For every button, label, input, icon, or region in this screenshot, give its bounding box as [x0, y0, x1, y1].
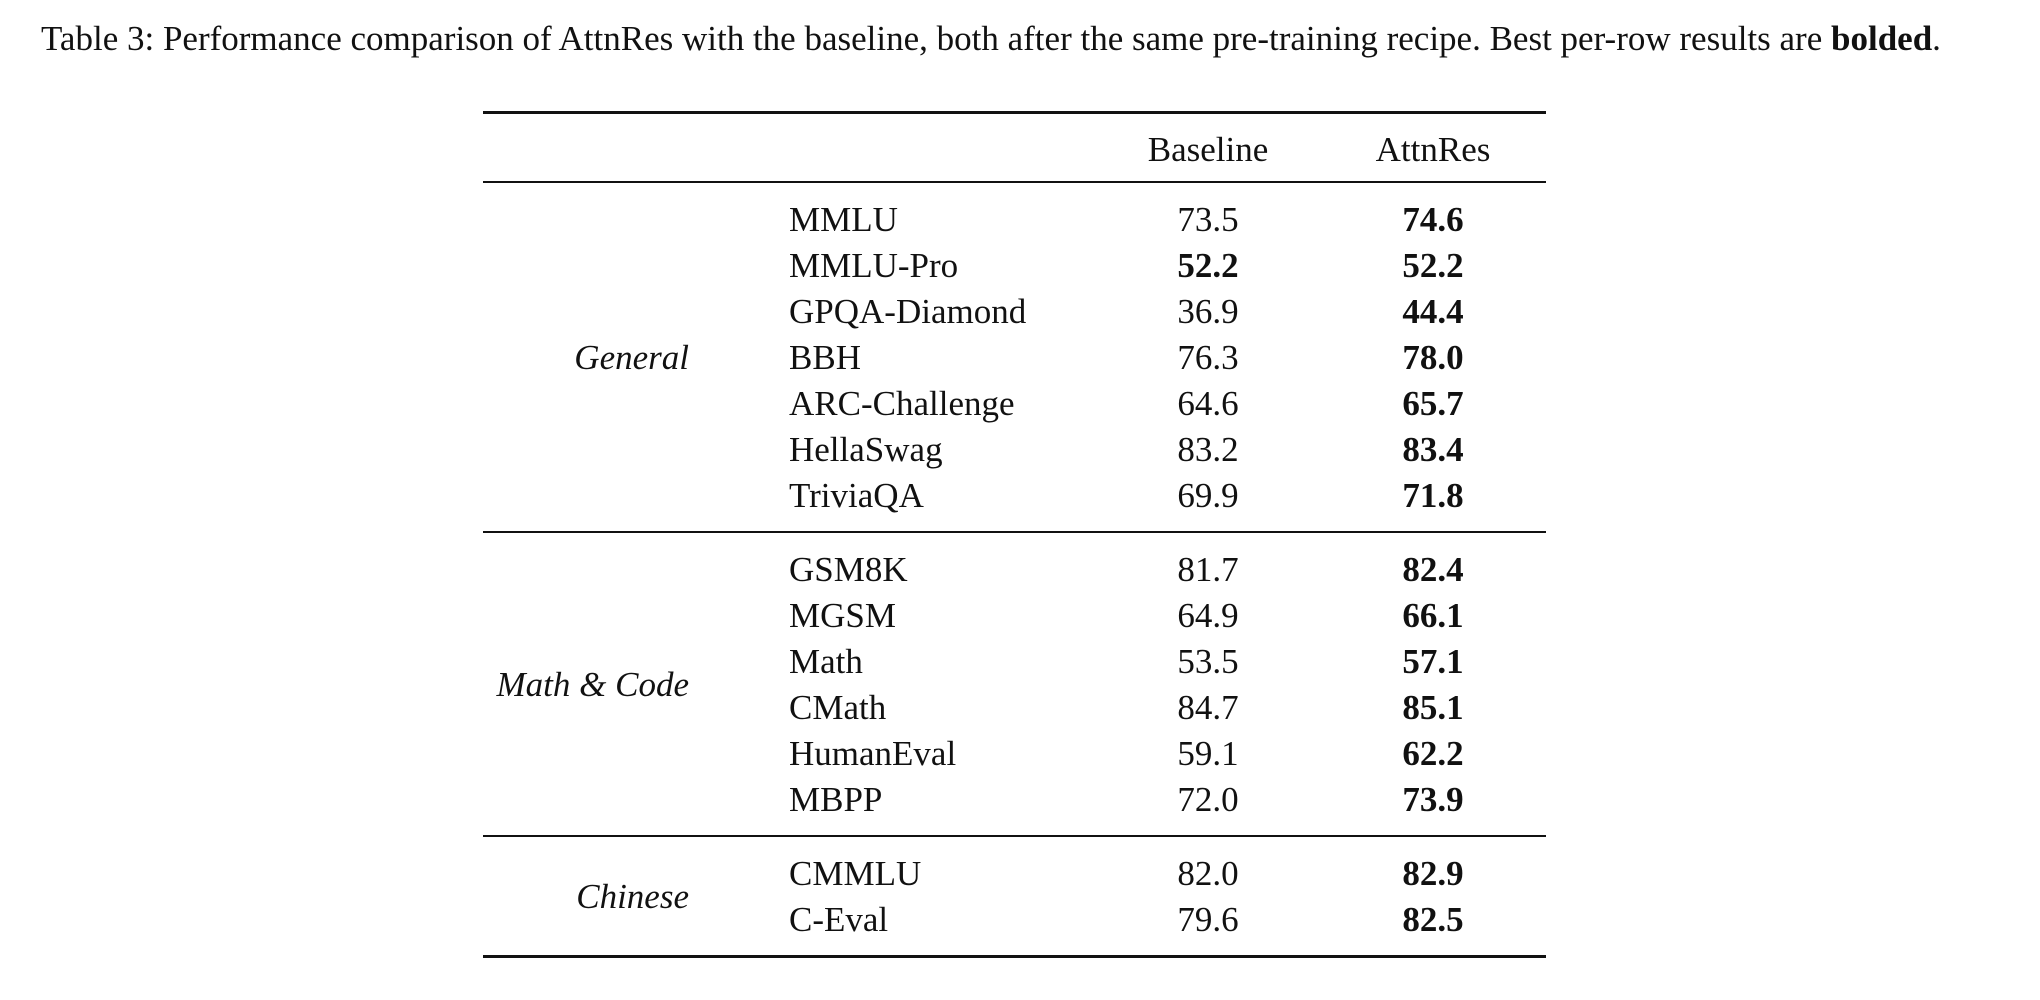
group-rows: MMLU 73.5 74.6 MMLU-Pro 52.2 52.2 GPQA-Diamond…	[483, 197, 1546, 519]
benchmark-name: CMMLU	[789, 854, 922, 893]
table-row: CMMLU 82.0 82.9	[483, 851, 1546, 897]
baseline-score: 83.2	[1177, 430, 1239, 469]
baseline-score: 64.6	[1177, 384, 1239, 423]
table-row: HumanEval 59.1 62.2	[483, 731, 1546, 777]
baseline-score: 36.9	[1177, 292, 1239, 331]
attnres-score: 73.9	[1402, 780, 1464, 819]
attnres-score: 82.9	[1402, 854, 1464, 893]
benchmark-name: MGSM	[789, 596, 896, 635]
header-rule	[483, 181, 1546, 183]
table-row: Math 53.5 57.1	[483, 639, 1546, 685]
attnres-score: 65.7	[1402, 384, 1464, 423]
baseline-score: 84.7	[1177, 688, 1239, 727]
attnres-score: 44.4	[1402, 292, 1464, 331]
group-label: General	[574, 338, 689, 377]
table-row: MMLU 73.5 74.6	[483, 197, 1546, 243]
attnres-score: 66.1	[1402, 596, 1464, 635]
table-row: TriviaQA 69.9 71.8	[483, 473, 1546, 519]
table-row: GPQA-Diamond 36.9 44.4	[483, 289, 1546, 335]
caption-text: Table 3: Performance comparison of AttnR…	[41, 19, 1831, 58]
group-1: GSM8K 81.7 82.4 MGSM 64.9 66.1 Math 53.5 57.1 CMa…	[483, 533, 1546, 835]
benchmark-name: GPQA-Diamond	[789, 292, 1027, 331]
table-row: HellaSwag 83.2 83.4	[483, 427, 1546, 473]
attnres-score: 83.4	[1402, 430, 1464, 469]
benchmark-name: TriviaQA	[789, 476, 924, 515]
caption-bold-word: bolded	[1831, 19, 1933, 58]
baseline-score: 76.3	[1177, 338, 1239, 377]
attnres-score: 74.6	[1402, 200, 1464, 239]
benchmark-name: MMLU	[789, 200, 898, 239]
attnres-score: 52.2	[1402, 246, 1464, 285]
benchmark-name: MBPP	[789, 780, 883, 819]
benchmark-name: Math	[789, 642, 863, 681]
baseline-score: 81.7	[1177, 550, 1239, 589]
group-rows: GSM8K 81.7 82.4 MGSM 64.9 66.1 Math 53.5 57.1 CMa…	[483, 547, 1546, 823]
baseline-score: 73.5	[1177, 200, 1239, 239]
table-row: MMLU-Pro 52.2 52.2	[483, 243, 1546, 289]
attnres-score: 57.1	[1402, 642, 1464, 681]
group-label: Math & Code	[496, 665, 689, 704]
baseline-score: 69.9	[1177, 476, 1239, 515]
attnres-score: 82.4	[1402, 550, 1464, 589]
bottom-rule	[483, 955, 1546, 958]
attnres-score: 78.0	[1402, 338, 1464, 377]
attnres-score: 85.1	[1402, 688, 1464, 727]
group-separator-rule	[483, 835, 1546, 837]
attnres-score: 62.2	[1402, 734, 1464, 773]
group-rows: CMMLU 82.0 82.9 C-Eval 79.6 82.5 Chinese	[483, 851, 1546, 943]
benchmark-name: C-Eval	[789, 900, 889, 939]
baseline-score: 82.0	[1177, 854, 1239, 893]
table-row: ARC-Challenge 64.6 65.7	[483, 381, 1546, 427]
benchmark-name: HumanEval	[789, 734, 957, 773]
benchmark-name: HellaSwag	[789, 430, 943, 469]
baseline-score: 53.5	[1177, 642, 1239, 681]
group-0: MMLU 73.5 74.6 MMLU-Pro 52.2 52.2 GPQA-Diamond…	[483, 183, 1546, 531]
top-rule	[483, 111, 1546, 114]
column-header-attnres: AttnRes	[1375, 130, 1491, 169]
attnres-score: 71.8	[1402, 476, 1464, 515]
baseline-score: 72.0	[1177, 780, 1239, 819]
results-table: Baseline AttnRes MMLU 73.5 74.6 MMLU-Pro 52.…	[483, 111, 1546, 958]
benchmark-name: MMLU-Pro	[789, 246, 959, 285]
header-row: Baseline AttnRes	[483, 114, 1546, 181]
table-body: MMLU 73.5 74.6 MMLU-Pro 52.2 52.2 GPQA-Diamond…	[483, 183, 1546, 955]
group-separator-rule	[483, 531, 1546, 533]
table-row: MBPP 72.0 73.9	[483, 777, 1546, 823]
baseline-score: 79.6	[1177, 900, 1239, 939]
group-label: Chinese	[576, 877, 689, 916]
benchmark-name: ARC-Challenge	[789, 384, 1015, 423]
benchmark-name: BBH	[789, 338, 861, 377]
caption-end: .	[1932, 19, 1941, 58]
group-2: CMMLU 82.0 82.9 C-Eval 79.6 82.5 Chinese	[483, 837, 1546, 955]
table-row: GSM8K 81.7 82.4	[483, 547, 1546, 593]
benchmark-name: CMath	[789, 688, 887, 727]
table-caption: Table 3: Performance comparison of AttnR…	[41, 18, 2021, 60]
table-row: MGSM 64.9 66.1	[483, 593, 1546, 639]
baseline-score: 59.1	[1177, 734, 1239, 773]
table-row: C-Eval 79.6 82.5	[483, 897, 1546, 943]
column-header-baseline: Baseline	[1147, 130, 1269, 169]
baseline-score: 64.9	[1177, 596, 1239, 635]
attnres-score: 82.5	[1402, 900, 1464, 939]
table-row: BBH 76.3 78.0	[483, 335, 1546, 381]
table-row: CMath 84.7 85.1	[483, 685, 1546, 731]
benchmark-name: GSM8K	[789, 550, 908, 589]
baseline-score: 52.2	[1177, 246, 1239, 285]
